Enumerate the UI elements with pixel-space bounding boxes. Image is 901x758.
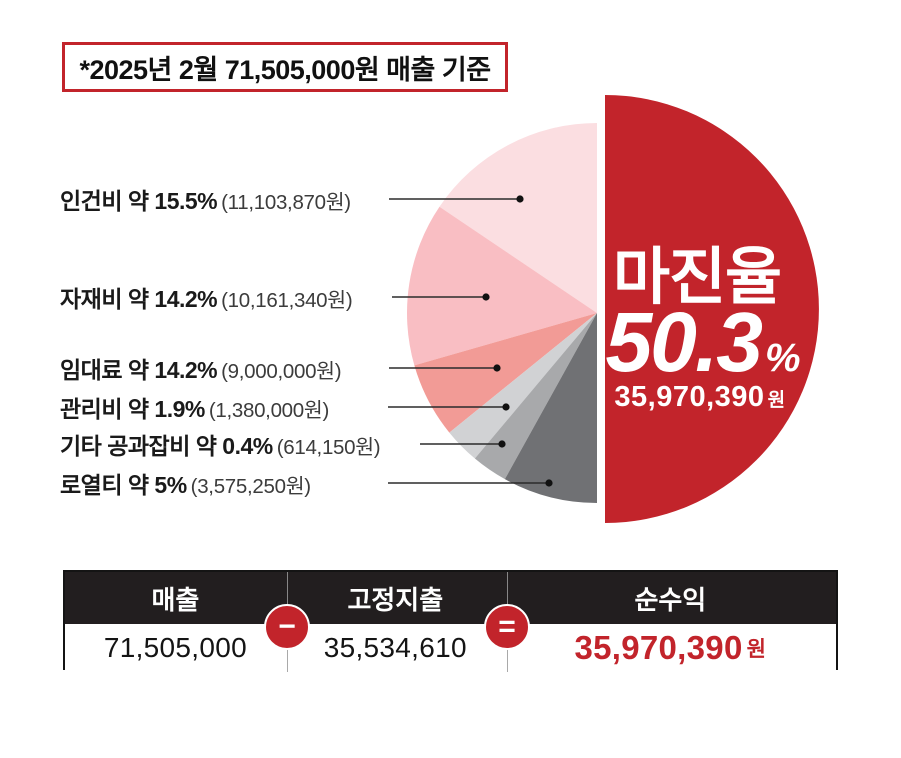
expense-label-amount: (3,575,250원): [190, 475, 311, 498]
margin-rate-title: 마진율: [612, 243, 782, 312]
summary-table-value-row: 71,505,000 35,534,610 35,970,390 원: [65, 624, 836, 672]
sales-basis-note: *2025년 2월 71,505,000원 매출 기준: [62, 42, 508, 92]
leader-dot-labor: [516, 195, 524, 203]
expense-label-labor: 인건비 약 15.5% (11,103,870원): [60, 182, 351, 216]
leader-dot-royalty: [545, 479, 553, 487]
expense-label-rent: 임대료 약 14.2% (9,000,000원): [60, 351, 342, 385]
summary-value-0: 71,505,000: [103, 632, 247, 663]
leader-dot-misc: [498, 440, 506, 448]
expense-label-text: 인건비 약 15.5%: [60, 188, 218, 214]
won-unit: 원: [746, 638, 767, 661]
expense-label-text: 임대료 약 14.2%: [60, 357, 218, 383]
summary-header-2: 순수익: [634, 584, 707, 615]
percent-sign: %: [764, 336, 801, 380]
margin-rate-percent: 50.3%: [543, 294, 863, 391]
expense-label-amount: (9,000,000원): [221, 360, 342, 383]
summary-value-2: 35,970,390: [574, 629, 743, 666]
expense-label-text: 기타 공과잡비 약 0.4%: [60, 433, 273, 459]
margin-amount-number: 35,970,390: [614, 381, 765, 413]
pie-slice-maintenance: [449, 313, 597, 459]
summary-value-1: 35,534,610: [323, 632, 467, 663]
expense-label-misc: 기타 공과잡비 약 0.4% (614,150원): [60, 427, 381, 461]
summary-value-cell-0: 71,505,000: [65, 624, 286, 672]
pie-slice-royalty: [504, 313, 597, 503]
pie-slice-materials: [407, 206, 597, 366]
pie-slice-margin: [605, 95, 819, 523]
expense-label-text: 로열티 약 5%: [60, 472, 187, 498]
pie-slice-labor: [439, 123, 597, 313]
expense-label-amount: (10,161,340원): [221, 289, 353, 312]
expense-label-text: 관리비 약 1.9%: [60, 396, 205, 422]
summary-header-0: 매출: [151, 584, 200, 615]
leader-dot-maintenance: [502, 403, 510, 411]
expense-label-amount: (11,103,870원): [221, 191, 351, 214]
expense-label-royalty: 로열티 약 5% (3,575,250원): [60, 466, 311, 500]
margin-rate-percent-number: 50.3: [605, 295, 762, 389]
sales-basis-note-text: *2025년 2월 71,505,000원 매출 기준: [79, 54, 491, 85]
minus-operator-icon: −: [264, 604, 310, 650]
summary-header-1: 고정지출: [347, 584, 444, 615]
equals-operator-icon: =: [484, 604, 530, 650]
summary-value-cell-1: 35,534,610: [286, 624, 505, 672]
won-unit: 원: [767, 390, 786, 411]
leader-dot-materials: [482, 293, 490, 301]
summary-table: 매출 고정지출 순수익 71,505,000 35,534,610 35,970,390…: [63, 570, 838, 672]
summary-table-header-row: 매출 고정지출 순수익: [65, 572, 836, 624]
expense-label-amount: (614,150원): [276, 436, 381, 459]
leader-dot-rent: [493, 364, 501, 372]
pie-slice-rent: [414, 313, 597, 433]
expense-label-amount: (1,380,000원): [208, 399, 329, 422]
expense-label-maintenance: 관리비 약 1.9% (1,380,000원): [60, 390, 329, 424]
expense-label-materials: 자재비 약 14.2% (10,161,340원): [60, 280, 353, 314]
expense-label-text: 자재비 약 14.2%: [60, 286, 218, 312]
pie-slice-misc: [474, 313, 597, 480]
margin-amount: 35,970,390 원: [550, 381, 850, 414]
summary-value-cell-2: 35,970,390 원: [505, 624, 836, 672]
